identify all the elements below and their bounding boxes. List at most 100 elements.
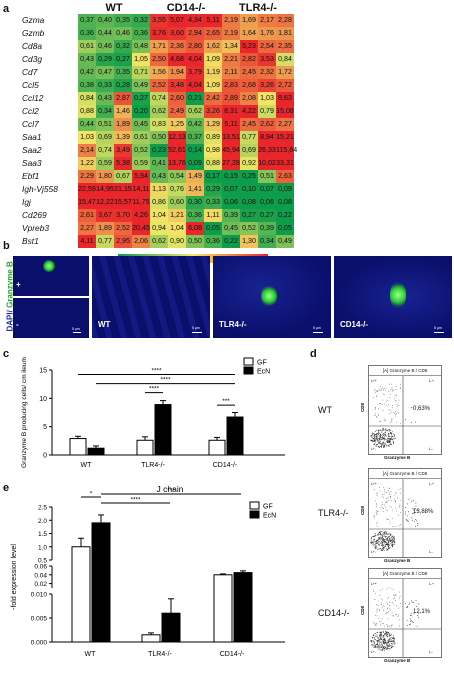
- event-dot: [389, 441, 391, 443]
- gene-label: Cd8a: [22, 41, 43, 51]
- event-dot: [391, 443, 393, 445]
- heatmap-cell: 0,36: [186, 209, 204, 222]
- event-dot: [382, 543, 384, 545]
- event-dot: [375, 546, 377, 548]
- event-dot: [389, 439, 391, 441]
- y-tick-label: 0.02: [34, 581, 47, 588]
- heatmap-cell: 14,11: [132, 183, 150, 196]
- event-dot: [385, 442, 387, 444]
- quadrant-label: L--: [429, 550, 433, 554]
- event-dot: [381, 635, 383, 637]
- event-dot: [389, 638, 390, 640]
- event-dot: [387, 441, 389, 443]
- heatmap-cell: 2,19: [222, 14, 240, 27]
- event-dot: [388, 499, 390, 501]
- event-dot: [387, 438, 389, 439]
- event-dot: [383, 394, 385, 396]
- event-dot: [373, 489, 375, 491]
- heatmap-cell: 0,43: [78, 53, 96, 66]
- event-dot: [396, 403, 398, 405]
- event-dot: [410, 615, 412, 616]
- event-dot: [380, 602, 382, 603]
- event-dot: [389, 533, 391, 535]
- event-dot: [391, 420, 393, 422]
- event-dot: [377, 645, 379, 647]
- heatmap-cell: 15,57: [114, 196, 132, 209]
- heatmap-cell: 5,38: [114, 157, 132, 170]
- heatmap-cell: 0,83: [150, 118, 168, 131]
- heatmap-cell: 12,13: [168, 131, 186, 144]
- event-dot: [380, 429, 382, 431]
- event-dot: [382, 502, 384, 504]
- event-dot: [382, 442, 384, 444]
- event-dot: [381, 540, 383, 542]
- y-tick-label: 15: [39, 368, 47, 375]
- event-dot: [380, 388, 382, 390]
- event-dot: [394, 501, 396, 502]
- event-dot: [380, 385, 381, 387]
- event-dot: [392, 638, 394, 640]
- event-dot: [386, 518, 388, 520]
- heatmap-cell: 1,05: [132, 53, 150, 66]
- event-dot: [374, 438, 376, 440]
- event-dot: [382, 393, 384, 395]
- event-dot: [373, 440, 375, 441]
- event-dot: [384, 443, 386, 445]
- event-dot: [376, 514, 378, 516]
- event-dot: [370, 640, 372, 642]
- event-dot: [380, 639, 382, 641]
- event-dot: [400, 487, 402, 489]
- event-dot: [373, 437, 375, 439]
- event-dot: [393, 641, 395, 643]
- event-dot: [376, 395, 378, 397]
- heatmap-cell: 0,79: [258, 105, 276, 118]
- heatmap-cell: 0,88: [204, 157, 222, 170]
- heatmap-cell: 0,39: [258, 222, 276, 235]
- event-dot: [379, 641, 381, 643]
- bar-ecn: [87, 447, 105, 456]
- heatmap-cell: 0,34: [258, 235, 276, 248]
- event-dot: [372, 644, 374, 645]
- heatmap-cell: 8,63: [276, 92, 294, 105]
- event-dot: [391, 435, 393, 437]
- heatmap-cell: 3,55: [150, 14, 168, 27]
- event-dot: [386, 549, 388, 551]
- heatmap-cell: 1,09: [204, 79, 222, 92]
- y-tick-label: 0.010: [31, 592, 48, 599]
- heatmap-cell: 20,45: [132, 222, 150, 235]
- event-dot: [412, 513, 414, 514]
- event-dot: [387, 519, 389, 520]
- event-dot: [371, 541, 373, 543]
- event-dot: [389, 383, 390, 385]
- heatmap-cell: 2,95: [114, 235, 132, 248]
- event-dot: [389, 488, 390, 489]
- event-dot: [373, 540, 375, 542]
- heatmap-cell: 0,89: [204, 131, 222, 144]
- event-dot: [395, 491, 396, 493]
- heatmap-cell: 0,33: [204, 196, 222, 209]
- event-dot: [376, 545, 378, 547]
- event-dot: [392, 540, 394, 542]
- heatmap-cell: 0,62: [186, 105, 204, 118]
- event-dot: [409, 624, 411, 625]
- heatmap-cell: 1,41: [186, 183, 204, 196]
- event-dot: [375, 639, 377, 641]
- flow-genotype-label: WT: [318, 405, 332, 415]
- event-dot: [384, 532, 386, 533]
- event-dot: [398, 607, 400, 609]
- heatmap-cell: 22,59: [78, 183, 96, 196]
- x-tick-label: CD14-/-: [220, 651, 245, 658]
- event-dot: [386, 441, 388, 442]
- event-dot: [377, 642, 379, 644]
- event-dot: [394, 413, 396, 414]
- event-dot: [377, 446, 379, 448]
- event-dot: [383, 487, 385, 489]
- event-dot: [382, 504, 384, 505]
- flow-plot-header: [A] Granzyme B / CD8: [369, 569, 441, 579]
- heatmap-cell: 0,36: [78, 27, 96, 40]
- event-dot: [392, 542, 394, 544]
- event-dot: [392, 544, 394, 546]
- event-dot: [396, 395, 397, 397]
- event-dot: [383, 507, 384, 509]
- event-dot: [380, 443, 381, 445]
